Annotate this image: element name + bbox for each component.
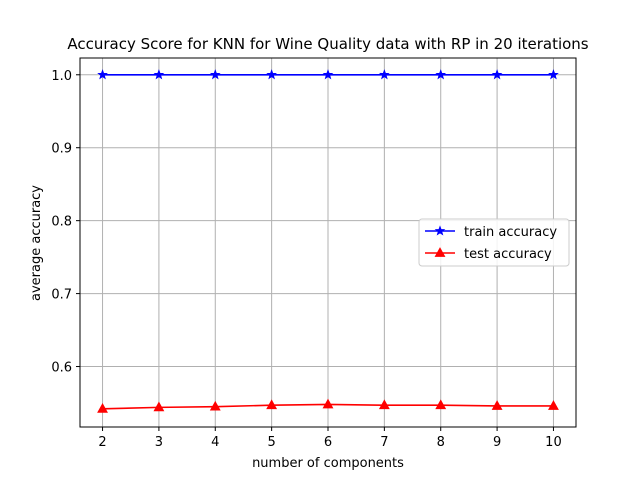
data-point (548, 69, 559, 80)
y-axis-label: average accuracy (29, 185, 44, 301)
x-axis-label: number of components (252, 456, 404, 471)
data-point (209, 400, 221, 411)
x-tick-label: 3 (155, 435, 163, 450)
data-point (153, 69, 165, 80)
legend-marker (434, 225, 446, 236)
x-tick-label: 10 (545, 435, 562, 450)
legend-label: test accuracy (464, 247, 552, 262)
data-point (266, 399, 278, 410)
data-point (322, 69, 334, 80)
data-point (378, 399, 390, 410)
legend-item: train accuracy (425, 225, 557, 240)
x-tick-label: 9 (493, 435, 501, 450)
y-tick-label: 0.7 (51, 288, 72, 303)
data-point (435, 399, 447, 410)
series-layer (97, 69, 559, 413)
y-tick-label: 1.0 (51, 69, 72, 84)
chart-title: Accuracy Score for KNN for Wine Quality … (67, 35, 588, 53)
y-axis: 0.6 0.7 0.8 0.9 1.0 (51, 69, 80, 376)
data-point (322, 398, 334, 409)
x-tick-label: 7 (380, 435, 388, 450)
data-point (378, 69, 390, 80)
y-tick-label: 0.9 (51, 142, 72, 157)
data-point (491, 69, 503, 80)
x-tick-label: 5 (267, 435, 275, 450)
data-point (97, 69, 108, 80)
legend-item: test accuracy (425, 247, 552, 262)
data-point (209, 69, 221, 80)
x-tick-label: 2 (98, 435, 106, 450)
series-train-accuracy (97, 69, 559, 80)
y-tick-label: 0.6 (51, 361, 72, 376)
legend: train accuracy test accuracy (418, 218, 570, 267)
series-test-accuracy (97, 398, 559, 413)
x-tick-label: 8 (437, 435, 445, 450)
data-point (548, 400, 559, 410)
x-tick-label: 4 (211, 435, 219, 450)
data-point (266, 69, 278, 80)
data-point (491, 400, 503, 410)
data-point (153, 401, 165, 412)
data-point (97, 403, 108, 413)
x-tick-label: 6 (324, 435, 332, 450)
legend-marker (434, 247, 446, 257)
x-axis: 2 3 4 5 6 7 8 9 10 (98, 427, 562, 450)
legend-box (418, 218, 570, 267)
legend-label: train accuracy (464, 225, 557, 240)
y-tick-label: 0.8 (51, 215, 72, 230)
data-point (435, 69, 447, 80)
